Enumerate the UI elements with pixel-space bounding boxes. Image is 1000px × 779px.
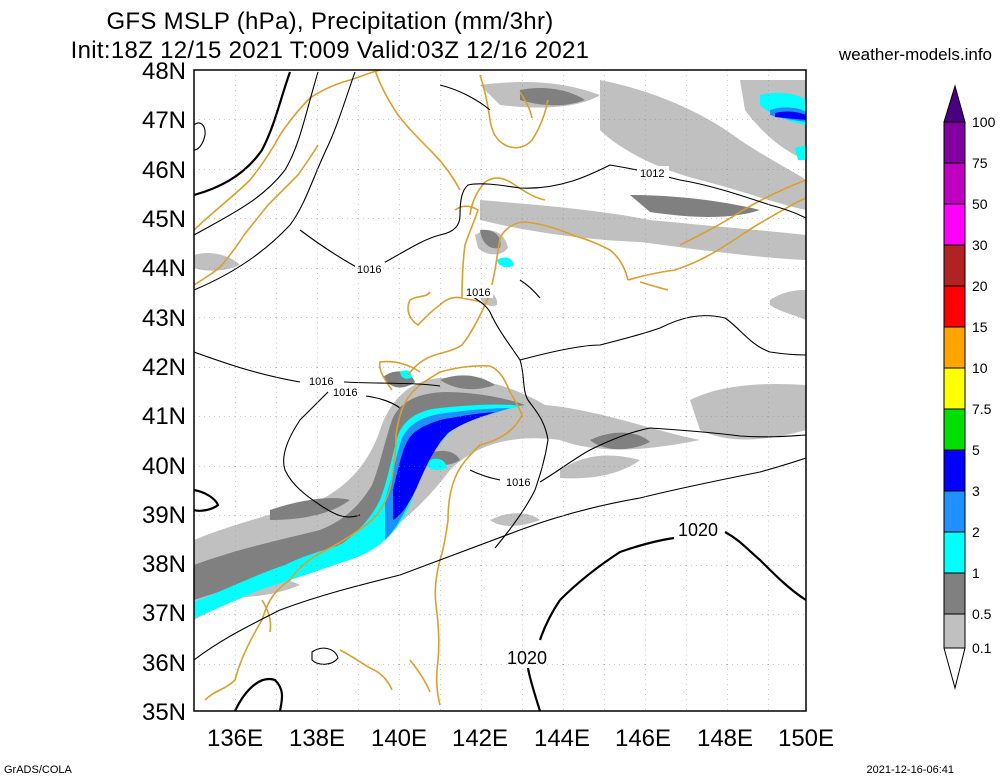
lat-tick: 44N	[142, 255, 186, 282]
lat-tick: 37N	[142, 600, 186, 627]
lon-tick: 146E	[615, 725, 671, 752]
colorbar-label: 10	[972, 360, 988, 376]
lon-tick: 142E	[452, 725, 508, 752]
lat-tick: 39N	[142, 502, 186, 529]
lat-tick: 46N	[142, 157, 186, 184]
lon-tick: 140E	[371, 725, 427, 752]
colorbar-label: 20	[972, 278, 988, 294]
lon-tick: 148E	[697, 725, 753, 752]
colorbar-label: 15	[972, 319, 988, 335]
lon-axis: 136E 138E 140E 142E 144E 146E 148E 150E	[207, 725, 834, 752]
colorbar-label: 0.1	[972, 640, 992, 656]
lon-tick: 150E	[778, 725, 834, 752]
lat-tick: 47N	[142, 107, 186, 134]
lon-tick: 138E	[289, 725, 345, 752]
lat-tick: 43N	[142, 305, 186, 332]
colorbar-label: 3	[972, 483, 980, 499]
chart-title-line2: Init:18Z 12/15 2021 T:009 Valid:03Z 12/1…	[70, 37, 590, 64]
colorbar-label: 100	[972, 114, 996, 130]
colorbar-label: 0.5	[972, 606, 992, 622]
colorbar-label: 7.5	[972, 401, 992, 417]
colorbar-label: 2	[972, 524, 980, 540]
lat-tick: 40N	[142, 453, 186, 480]
lat-tick: 41N	[142, 403, 186, 430]
lon-tick: 136E	[207, 725, 263, 752]
source-site-label: weather-models.info	[838, 45, 992, 64]
lat-tick: 35N	[142, 699, 186, 726]
colorbar-label: 5	[972, 442, 980, 458]
colorbar-label: 50	[972, 196, 988, 212]
lat-tick: 45N	[142, 206, 186, 233]
colorbar-label: 1	[972, 565, 980, 581]
lat-tick: 38N	[142, 551, 186, 578]
lat-axis: 35N 36N 37N 38N 39N 40N 41N 42N 43N 44N …	[142, 58, 186, 726]
timestamp: 2021-12-16-06:41	[866, 764, 954, 776]
lat-tick: 48N	[142, 58, 186, 85]
colorbar: 100 75 50 30 20 15 10 7.5 5 3 2 1 0.5 0.…	[943, 84, 996, 690]
grads-credit: GrADS/COLA	[4, 764, 72, 776]
lat-tick: 42N	[142, 354, 186, 381]
colorbar-label: 30	[972, 237, 988, 253]
colorbar-label: 75	[972, 155, 988, 171]
lat-tick: 36N	[142, 650, 186, 677]
chart-title-line1: GFS MSLP (hPa), Precipitation (mm/3hr)	[106, 8, 554, 35]
map-panel: 1016 1016 1016 1016 1016 1012 1020 1020	[193, 69, 807, 712]
lon-tick: 144E	[534, 725, 590, 752]
